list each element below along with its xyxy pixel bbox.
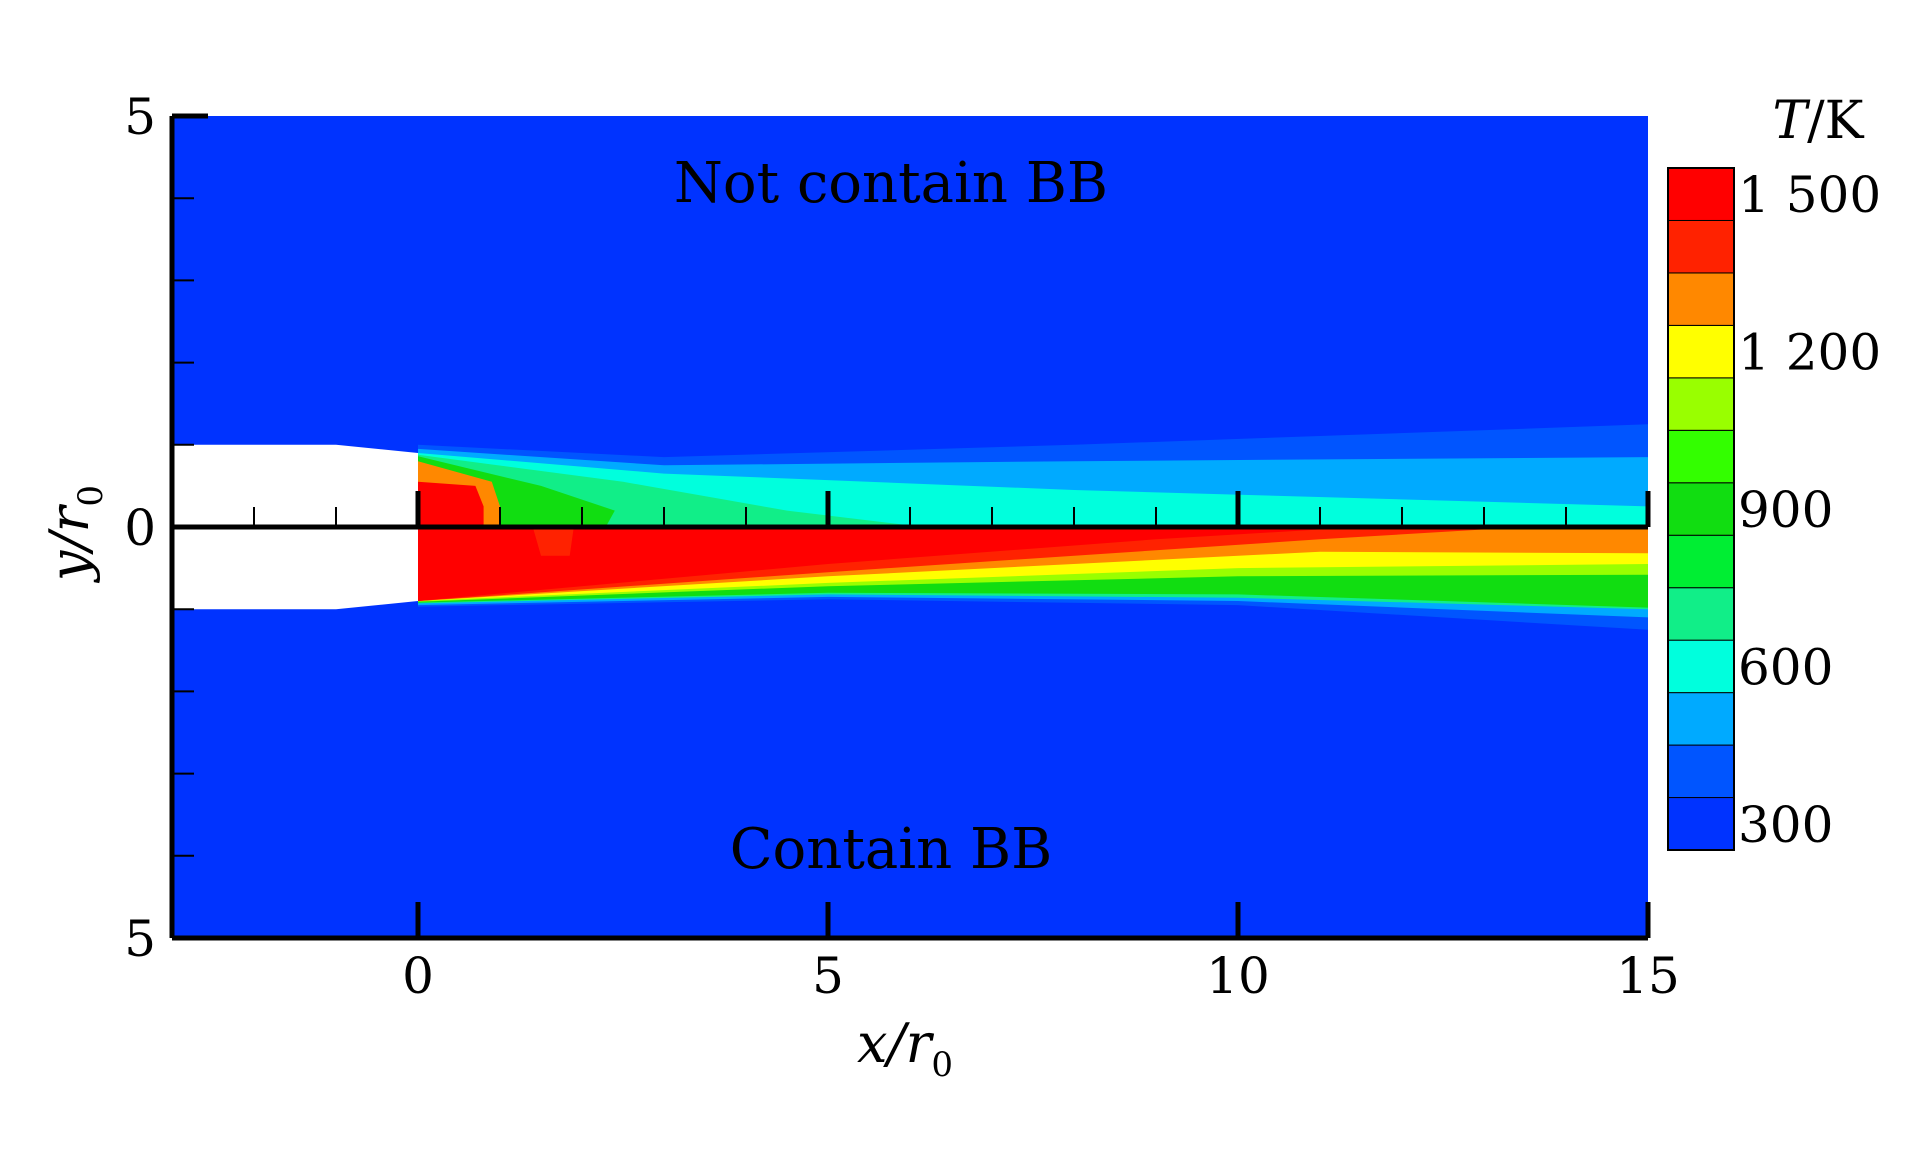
colorbar-level [1667,482,1735,536]
nozzle-bottom [172,527,418,610]
colorbar-tick-label: 1 500 [1738,166,1881,224]
x-axis-label-main: x/r [857,1012,935,1075]
colorbar-level [1667,692,1735,746]
y-tick-label: 5 [124,910,156,968]
bottom-contour-band [418,527,1361,601]
colorbar-level [1667,429,1735,484]
colorbar-tick-label: 1 200 [1738,324,1881,382]
colorbar-level [1667,797,1735,851]
colorbar-tick-labels: 1 500 1 200 900 600 300 [1738,166,1881,854]
colorbar-level [1667,744,1735,799]
nozzle-region [172,444,418,610]
x-axis-label: x/r0 [857,1012,953,1085]
colorbar-level [1667,587,1735,641]
colorbar-level [1667,534,1735,589]
nozzle-top [172,444,418,527]
colorbar [1667,167,1735,851]
y-tick-labels: 5 0 5 [124,88,156,968]
x-axis-label-sub: 0 [931,1045,953,1085]
x-tick-label: 5 [812,947,844,1005]
colorbar-level [1667,167,1735,221]
colorbar-level [1667,219,1735,274]
bottom-flame-spot [532,527,574,556]
colorbar-tick-label: 900 [1738,481,1833,539]
bottom-half-field [418,527,1648,630]
panel-label-top: Not contain BB [674,151,1108,216]
colorbar-level [1667,324,1735,379]
axes [169,113,1651,941]
colorbar-title-main: T [1772,91,1810,151]
y-tick-label: 5 [124,88,156,146]
colorbar-level [1667,639,1735,694]
panel-label-bottom: Contain BB [730,817,1053,882]
y-axis-label-sub: 0 [71,485,111,507]
y-axis-label-main: y/r [38,503,101,583]
colorbar-level [1667,272,1735,326]
colorbar-title-unit: /K [1807,91,1865,151]
colorbar-tick-label: 600 [1738,638,1833,696]
y-tick-label: 0 [124,499,156,557]
colorbar-level [1667,377,1735,431]
top-half-field [418,424,1648,527]
x-tick-label: 10 [1206,947,1270,1005]
y-axis-label: y/r0 [38,485,111,583]
x-tick-label: 0 [402,947,434,1005]
colorbar-title: T/K [1772,91,1864,151]
colorbar-tick-label: 300 [1738,796,1833,854]
colorbar-frame [1667,167,1735,851]
x-tick-label: 15 [1616,947,1680,1005]
contour-plot-area [172,116,1648,938]
top-hot-core [418,481,484,527]
x-tick-labels: 0 5 10 15 [402,947,1680,1005]
